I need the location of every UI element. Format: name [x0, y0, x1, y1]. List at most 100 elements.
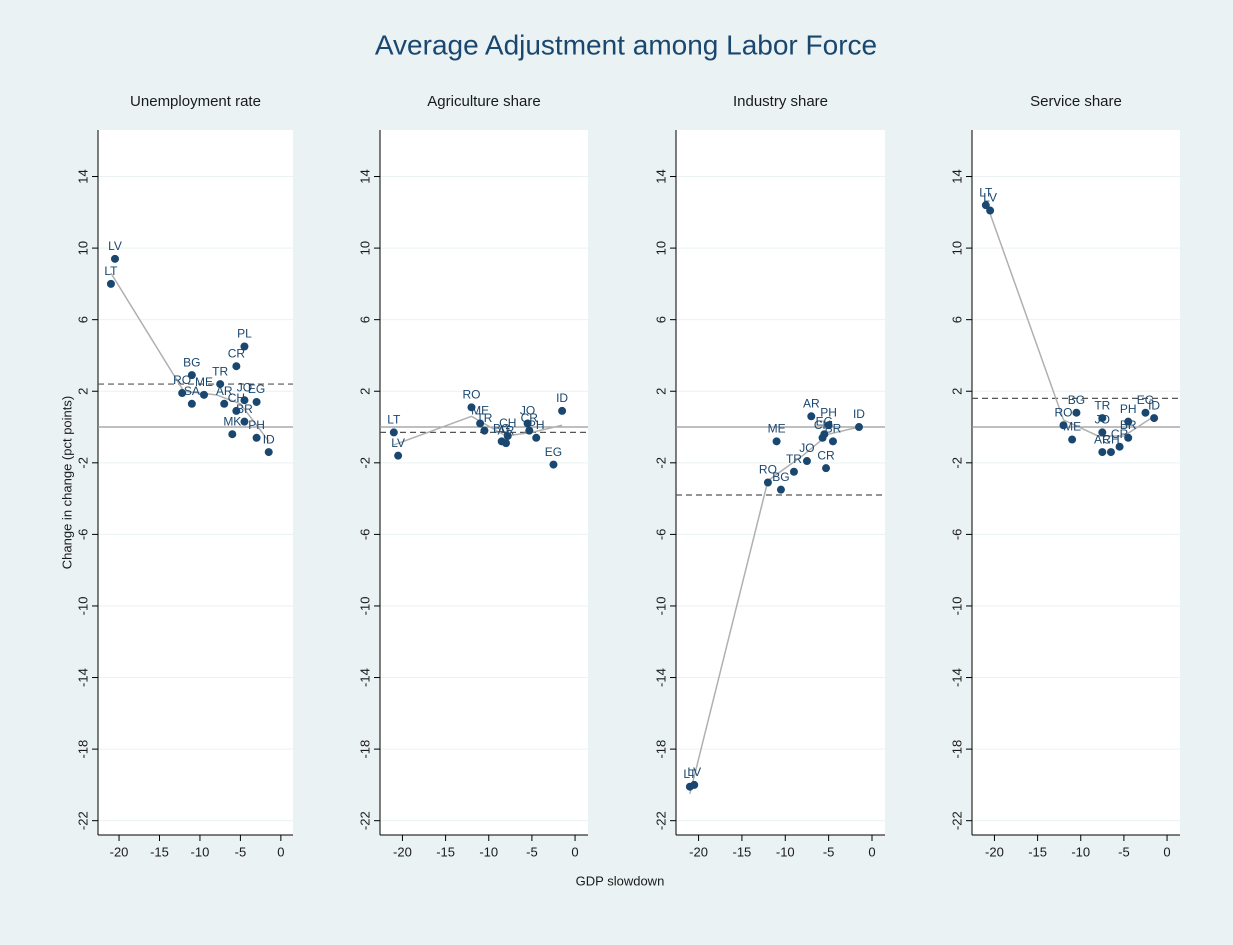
- point: [232, 362, 241, 371]
- point-label: CH: [228, 391, 245, 405]
- point: [1150, 414, 1159, 423]
- point: [1098, 414, 1107, 423]
- y-tick-label: 6: [357, 316, 372, 323]
- point: [802, 457, 811, 466]
- point-label: LV: [108, 239, 122, 253]
- point: [480, 426, 489, 435]
- point-label: CR: [1111, 427, 1129, 441]
- point: [1115, 442, 1124, 451]
- point-label: BG: [183, 355, 200, 369]
- x-tick-label: -10: [776, 844, 795, 859]
- y-tick-label: 2: [653, 388, 668, 395]
- point-label: ID: [263, 432, 275, 446]
- point-label: CR: [521, 411, 539, 425]
- point: [252, 433, 261, 442]
- y-tick-label: -18: [75, 740, 90, 759]
- point: [981, 201, 990, 210]
- x-axis-title: GDP slowdown: [576, 873, 665, 888]
- point: [807, 412, 816, 421]
- y-tick-label: -14: [653, 668, 668, 687]
- x-tick-label: -20: [393, 844, 412, 859]
- y-tick-label: -18: [949, 740, 964, 759]
- y-tick-label: -22: [75, 811, 90, 830]
- point: [828, 437, 837, 446]
- point-label: EG: [545, 445, 562, 459]
- point-label: ID: [853, 407, 865, 421]
- y-tick-label: -6: [75, 529, 90, 541]
- point: [818, 433, 827, 442]
- x-tick-label: -5: [1118, 844, 1130, 859]
- y-tick-label: -14: [357, 668, 372, 687]
- fit-line: [110, 272, 270, 442]
- x-tick-label: -20: [689, 844, 708, 859]
- point: [178, 389, 187, 398]
- x-tick-label: -5: [526, 844, 538, 859]
- y-tick-label: -2: [653, 457, 668, 469]
- point-label: BG: [1068, 393, 1085, 407]
- point: [523, 419, 532, 428]
- point-label: BR: [1120, 418, 1137, 432]
- point: [106, 279, 115, 288]
- point: [503, 431, 512, 440]
- point-label: EG: [816, 414, 833, 428]
- point: [187, 399, 196, 408]
- y-tick-label: -22: [653, 811, 668, 830]
- point-label: ME: [1063, 420, 1081, 434]
- point: [986, 206, 995, 215]
- y-tick-label: -6: [949, 529, 964, 541]
- x-tick-label: -10: [1071, 844, 1090, 859]
- x-tick-label: -5: [235, 844, 247, 859]
- point-label: AR: [803, 396, 820, 410]
- panel-title: Industry share: [733, 93, 828, 110]
- y-tick-label: -18: [357, 740, 372, 759]
- x-tick-label: 0: [868, 844, 875, 859]
- point-label: BG: [772, 470, 789, 484]
- point: [1106, 448, 1115, 457]
- point-label: TR: [212, 364, 228, 378]
- y-tick-label: -2: [357, 457, 372, 469]
- x-tick-label: -10: [191, 844, 210, 859]
- plot-area: [676, 130, 885, 835]
- y-tick-label: -10: [653, 597, 668, 616]
- panel-title: Service share: [1030, 93, 1122, 110]
- point-label: RO: [1054, 405, 1072, 419]
- fit-line: [689, 426, 860, 795]
- point: [772, 437, 781, 446]
- x-tick-label: 0: [571, 844, 578, 859]
- chart-title: Average Adjustment among Labor Force: [375, 29, 877, 60]
- point: [1072, 408, 1081, 417]
- point-label: PH: [820, 405, 837, 419]
- x-tick-label: -20: [985, 844, 1004, 859]
- y-tick-label: -18: [653, 740, 668, 759]
- point: [216, 380, 225, 389]
- point-label: MK: [223, 414, 241, 428]
- x-tick-label: -10: [479, 844, 498, 859]
- y-tick-label: -10: [357, 597, 372, 616]
- point-label: TR: [1094, 398, 1110, 412]
- y-tick-label: 2: [75, 388, 90, 395]
- point-label: AR: [216, 384, 233, 398]
- point: [1068, 435, 1077, 444]
- y-tick-label: 10: [949, 241, 964, 255]
- point-label: LT: [979, 185, 993, 199]
- y-tick-label: 6: [75, 316, 90, 323]
- point: [502, 439, 511, 448]
- point-label: CR: [228, 346, 246, 360]
- point: [1124, 433, 1133, 442]
- y-tick-label: 14: [949, 169, 964, 183]
- x-tick-label: -15: [150, 844, 169, 859]
- point-label: ID: [1148, 398, 1160, 412]
- point-label: RO: [173, 373, 191, 387]
- point-label: EG: [248, 382, 265, 396]
- point-label: ID: [556, 391, 568, 405]
- point: [824, 421, 833, 430]
- x-tick-label: -5: [823, 844, 835, 859]
- point-label: LT: [387, 413, 401, 427]
- point-label: AR: [1094, 432, 1111, 446]
- point-label: ME: [471, 404, 489, 418]
- point: [549, 460, 558, 469]
- point: [228, 430, 237, 439]
- x-tick-label: 0: [1163, 844, 1170, 859]
- point: [240, 417, 249, 426]
- point: [525, 426, 534, 435]
